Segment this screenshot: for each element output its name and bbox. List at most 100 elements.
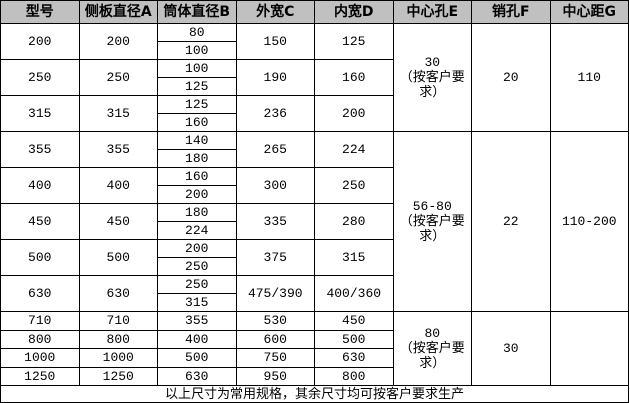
column-header: 型号 <box>0 0 80 24</box>
side-plate-diameter-cell: 1250 <box>78 366 158 386</box>
model-cell: 450 <box>0 203 80 240</box>
model-cell: 1000 <box>0 348 80 368</box>
model-cell: 710 <box>0 311 80 331</box>
drum-diameter-cell: 100 <box>157 41 237 60</box>
outer-width-cell: 950 <box>235 366 315 386</box>
center-distance-cell: 110 <box>549 23 629 132</box>
column-header: 外宽C <box>235 0 315 24</box>
inner-width-cell: 400/360 <box>314 275 394 312</box>
drum-diameter-cell: 125 <box>157 95 237 114</box>
outer-width-cell: 600 <box>235 329 315 349</box>
center-hole-note: （按客户要求） <box>399 341 465 371</box>
table-subrow: 224 <box>1 221 629 240</box>
model-cell: 200 <box>0 23 80 60</box>
model-cell: 1250 <box>0 366 80 386</box>
column-header: 销孔F <box>471 0 551 24</box>
center-hole-value: 30 <box>424 55 441 70</box>
outer-width-cell: 475/390 <box>235 275 315 312</box>
center-hole-value: 80 <box>424 326 441 341</box>
table-row: 1000 1000 500 750 630 <box>0 348 629 368</box>
outer-width-cell: 265 <box>235 131 315 168</box>
drum-diameter-cell: 315 <box>157 293 237 312</box>
table-subrow: 160 <box>1 113 629 132</box>
model-cell: 315 <box>0 95 80 132</box>
drum-diameter-cell: 200 <box>157 239 237 258</box>
inner-width-cell: 315 <box>314 239 394 276</box>
center-hole-cell: 80 （按客户要求） <box>392 311 472 386</box>
center-distance-cell: 110-200 <box>549 131 629 312</box>
table-row: 630 630 250 475/390 400/360 <box>0 275 629 312</box>
drum-diameter-cell: 250 <box>157 275 237 294</box>
column-header: 内宽D <box>314 0 394 24</box>
drum-diameter-cell: 140 <box>157 131 237 150</box>
drum-diameter-cell: 400 <box>157 329 237 349</box>
inner-width-cell: 800 <box>314 366 394 386</box>
drum-diameter-cell: 224 <box>157 221 237 240</box>
inner-width-cell: 200 <box>314 95 394 132</box>
side-plate-diameter-cell: 1000 <box>78 348 158 368</box>
model-cell: 800 <box>0 329 80 349</box>
side-plate-diameter-cell: 355 <box>78 131 158 168</box>
model-cell: 250 <box>0 59 80 96</box>
side-plate-diameter-cell: 400 <box>78 167 158 204</box>
center-hole-cell: 56-80 （按客户要求） <box>392 131 472 312</box>
drum-diameter-cell: 160 <box>157 167 237 186</box>
outer-width-cell: 300 <box>235 167 315 204</box>
model-cell: 500 <box>0 239 80 276</box>
drum-diameter-cell: 100 <box>157 59 237 78</box>
side-plate-diameter-cell: 630 <box>78 275 158 312</box>
drum-diameter-cell: 250 <box>157 257 237 276</box>
inner-width-cell: 125 <box>314 23 394 60</box>
model-cell: 630 <box>0 275 80 312</box>
outer-width-cell: 375 <box>235 239 315 276</box>
table-subrow: 200 <box>1 185 629 204</box>
outer-width-cell: 190 <box>235 59 315 96</box>
drum-diameter-cell: 630 <box>157 366 237 386</box>
side-plate-diameter-cell: 250 <box>78 59 158 96</box>
header-row: 型号 侧板直径A 筒体直径B 外宽C 内宽D 中心孔E 销孔F 中心距G <box>0 0 629 24</box>
inner-width-cell: 500 <box>314 329 394 349</box>
table-subrow: 125 <box>1 77 629 96</box>
column-header: 中心距G <box>549 0 629 24</box>
side-plate-diameter-cell: 315 <box>78 95 158 132</box>
side-plate-diameter-cell: 710 <box>78 311 158 331</box>
side-plate-diameter-cell: 800 <box>78 329 158 349</box>
table-subrow: 315 <box>1 293 629 312</box>
footer-note: 以上尺寸为常用规格，其余尺寸均可按客户要求生产 <box>0 385 629 403</box>
drum-diameter-cell: 180 <box>157 203 237 222</box>
pin-hole-cell: 22 <box>471 131 551 312</box>
outer-width-cell: 150 <box>235 23 315 60</box>
pin-hole-cell: 30 <box>471 311 551 386</box>
side-plate-diameter-cell: 500 <box>78 239 158 276</box>
drum-diameter-cell: 125 <box>157 77 237 96</box>
center-hole-note: （按客户要求） <box>399 214 465 244</box>
side-plate-diameter-cell: 450 <box>78 203 158 240</box>
table-row: 710 710 355 530 450 80 （按客户要求） 30 <box>0 311 629 386</box>
table-row: 400 400 160 300 250 <box>0 167 629 204</box>
table-row: 200 200 80 150 125 30 （按客户要求） 20 110 <box>0 23 629 132</box>
column-header: 中心孔E <box>392 0 472 24</box>
drum-diameter-cell: 500 <box>157 348 237 368</box>
inner-width-cell: 280 <box>314 203 394 240</box>
center-hole-value: 56-80 <box>412 199 452 214</box>
model-cell: 355 <box>0 131 80 168</box>
pin-hole-cell: 20 <box>471 23 551 132</box>
table-row: 450 450 180 335 280 <box>0 203 629 240</box>
outer-width-cell: 530 <box>235 311 315 331</box>
inner-width-cell: 450 <box>314 311 394 331</box>
drum-diameter-cell: 200 <box>157 185 237 204</box>
inner-width-cell: 224 <box>314 131 394 168</box>
inner-width-cell: 160 <box>314 59 394 96</box>
outer-width-cell: 236 <box>235 95 315 132</box>
drum-diameter-cell: 355 <box>157 311 237 331</box>
drum-diameter-cell: 160 <box>157 113 237 132</box>
side-plate-diameter-cell: 200 <box>78 23 158 60</box>
table-row: 355 355 140 265 224 56-80 （按客户要求） 22 110-200 <box>0 131 629 312</box>
inner-width-cell: 250 <box>314 167 394 204</box>
center-hole-note: （按客户要求） <box>399 70 465 100</box>
model-cell: 400 <box>0 167 80 204</box>
outer-width-cell: 335 <box>235 203 315 240</box>
outer-width-cell: 750 <box>235 348 315 368</box>
drum-diameter-cell: 180 <box>157 149 237 168</box>
